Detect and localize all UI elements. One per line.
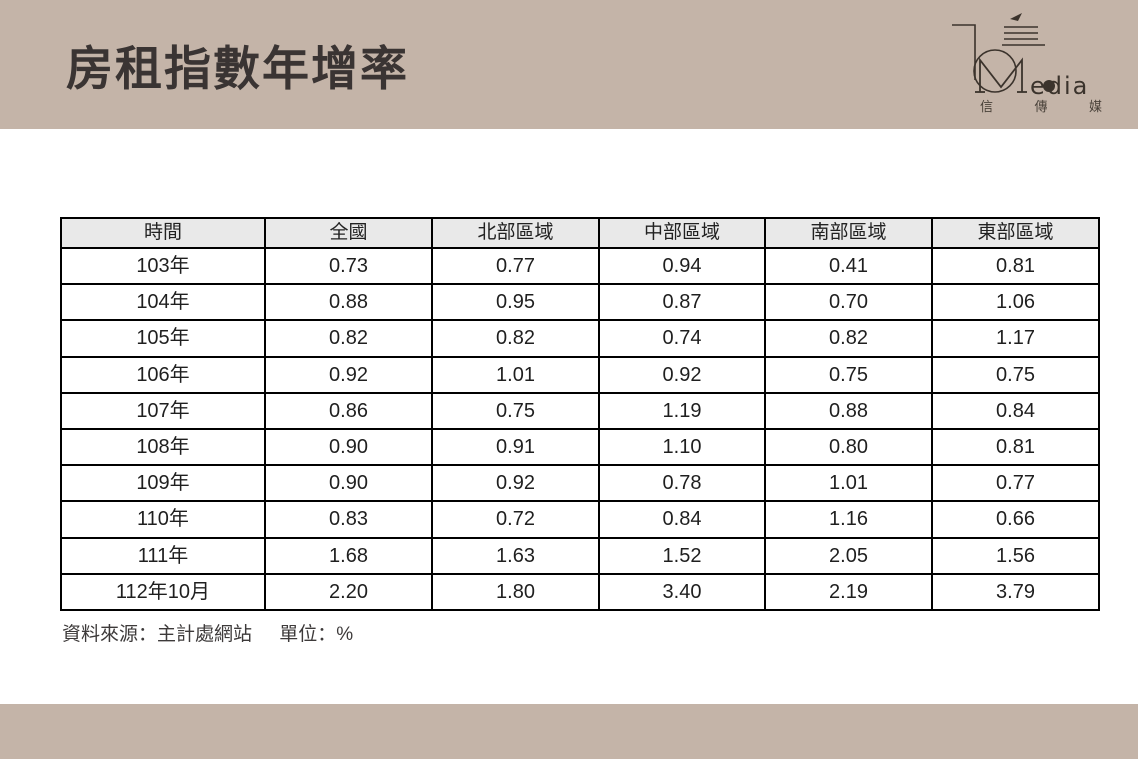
column-header: 中部區域 (598, 217, 766, 249)
value-cell: 0.94 (598, 246, 766, 286)
value-cell: 0.72 (431, 500, 600, 539)
value-cell: 0.83 (264, 500, 433, 539)
row-time-cell: 104年 (60, 283, 266, 322)
table-row: 107年 0.86 0.75 1.19 0.88 0.84 (60, 391, 1100, 430)
value-cell: 1.68 (264, 536, 433, 575)
value-cell: 1.63 (431, 536, 600, 575)
value-cell: 0.88 (264, 283, 433, 322)
row-time-cell: 106年 (60, 355, 266, 394)
table-row: 109年 0.90 0.92 0.78 1.01 0.77 (60, 464, 1100, 503)
value-cell: 1.16 (764, 500, 933, 539)
page-title: 房租指數年增率 (66, 42, 409, 95)
column-header: 東部區域 (931, 217, 1100, 249)
table-row: 110年 0.83 0.72 0.84 1.16 0.66 (60, 500, 1100, 539)
value-cell: 0.81 (931, 427, 1100, 467)
table-body: 103年 0.73 0.77 0.94 0.41 0.81 104年 0.88 0.95 0.87… (60, 246, 1100, 612)
value-cell: 0.92 (264, 355, 433, 394)
table-row: 106年 0.92 1.01 0.92 0.75 0.75 (60, 355, 1100, 394)
value-cell: 0.75 (431, 391, 600, 430)
value-cell: 0.92 (598, 355, 766, 394)
table-row: 112年10月 2.20 1.80 3.40 2.19 3.79 (60, 572, 1100, 612)
row-time-cell: 109年 (60, 464, 266, 503)
value-cell: 0.77 (931, 464, 1100, 503)
table-row: 108年 0.90 0.91 1.10 0.80 0.81 (60, 427, 1100, 467)
cmedia-logo-icon: edia 信傳媒 (952, 13, 1102, 115)
row-time-cell: 112年10月 (60, 572, 266, 612)
value-cell: 0.92 (431, 464, 600, 503)
unit-text: 單位：% (279, 624, 354, 645)
value-cell: 1.10 (598, 427, 766, 467)
value-cell: 0.75 (931, 355, 1100, 394)
value-cell: 0.75 (764, 355, 933, 394)
value-cell: 0.91 (431, 427, 600, 467)
value-cell: 1.17 (931, 319, 1100, 358)
value-cell: 2.20 (264, 572, 433, 612)
value-cell: 0.66 (931, 500, 1100, 539)
row-time-cell: 110年 (60, 500, 266, 539)
footer-bar (0, 704, 1138, 759)
row-time-cell: 108年 (60, 427, 266, 467)
table-row: 111年 1.68 1.63 1.52 2.05 1.56 (60, 536, 1100, 575)
cmedia-logo: edia 信傳媒 (944, 10, 1114, 116)
column-header: 時間 (60, 217, 266, 249)
header-bar: 房租指數年增率 (0, 0, 1138, 129)
value-cell: 1.06 (931, 283, 1100, 322)
row-time-cell: 103年 (60, 246, 266, 286)
value-cell: 0.82 (264, 319, 433, 358)
value-cell: 1.52 (598, 536, 766, 575)
value-cell: 2.05 (764, 536, 933, 575)
logo-wordmark: edia (1030, 72, 1089, 100)
column-header: 南部區域 (764, 217, 933, 249)
column-header: 全國 (264, 217, 433, 249)
value-cell: 0.90 (264, 464, 433, 503)
source-note: 資料來源：主計處網站 單位：% (62, 619, 353, 646)
value-cell: 0.88 (764, 391, 933, 430)
value-cell: 1.01 (764, 464, 933, 503)
value-cell: 0.80 (764, 427, 933, 467)
value-cell: 0.82 (764, 319, 933, 358)
table-row: 103年 0.73 0.77 0.94 0.41 0.81 (60, 246, 1100, 286)
row-time-cell: 107年 (60, 391, 266, 430)
column-header: 北部區域 (431, 217, 600, 249)
value-cell: 1.01 (431, 355, 600, 394)
table-row: 105年 0.82 0.82 0.74 0.82 1.17 (60, 319, 1100, 358)
value-cell: 0.95 (431, 283, 600, 322)
value-cell: 0.84 (931, 391, 1100, 430)
value-cell: 2.19 (764, 572, 933, 612)
row-time-cell: 111年 (60, 536, 266, 575)
value-cell: 1.80 (431, 572, 600, 612)
value-cell: 0.73 (264, 246, 433, 286)
value-cell: 0.41 (764, 246, 933, 286)
value-cell: 0.87 (598, 283, 766, 322)
table-header-row: 時間 全國 北部區域 中部區域 南部區域 東部區域 (60, 217, 1100, 249)
value-cell: 1.19 (598, 391, 766, 430)
source-text: 資料來源：主計處網站 (62, 624, 253, 645)
value-cell: 0.86 (264, 391, 433, 430)
value-cell: 0.77 (431, 246, 600, 286)
value-cell: 0.82 (431, 319, 600, 358)
row-time-cell: 105年 (60, 319, 266, 358)
value-cell: 0.74 (598, 319, 766, 358)
value-cell: 1.56 (931, 536, 1100, 575)
value-cell: 0.70 (764, 283, 933, 322)
logo-chinese-name: 信傳媒 (980, 100, 1102, 115)
value-cell: 0.84 (598, 500, 766, 539)
value-cell: 3.79 (931, 572, 1100, 612)
value-cell: 3.40 (598, 572, 766, 612)
value-cell: 0.90 (264, 427, 433, 467)
rent-index-table: 時間 全國 北部區域 中部區域 南部區域 東部區域 103年 0.73 0.77 0.94 0.4… (60, 217, 1100, 612)
value-cell: 0.81 (931, 246, 1100, 286)
table-row: 104年 0.88 0.95 0.87 0.70 1.06 (60, 283, 1100, 322)
value-cell: 0.78 (598, 464, 766, 503)
